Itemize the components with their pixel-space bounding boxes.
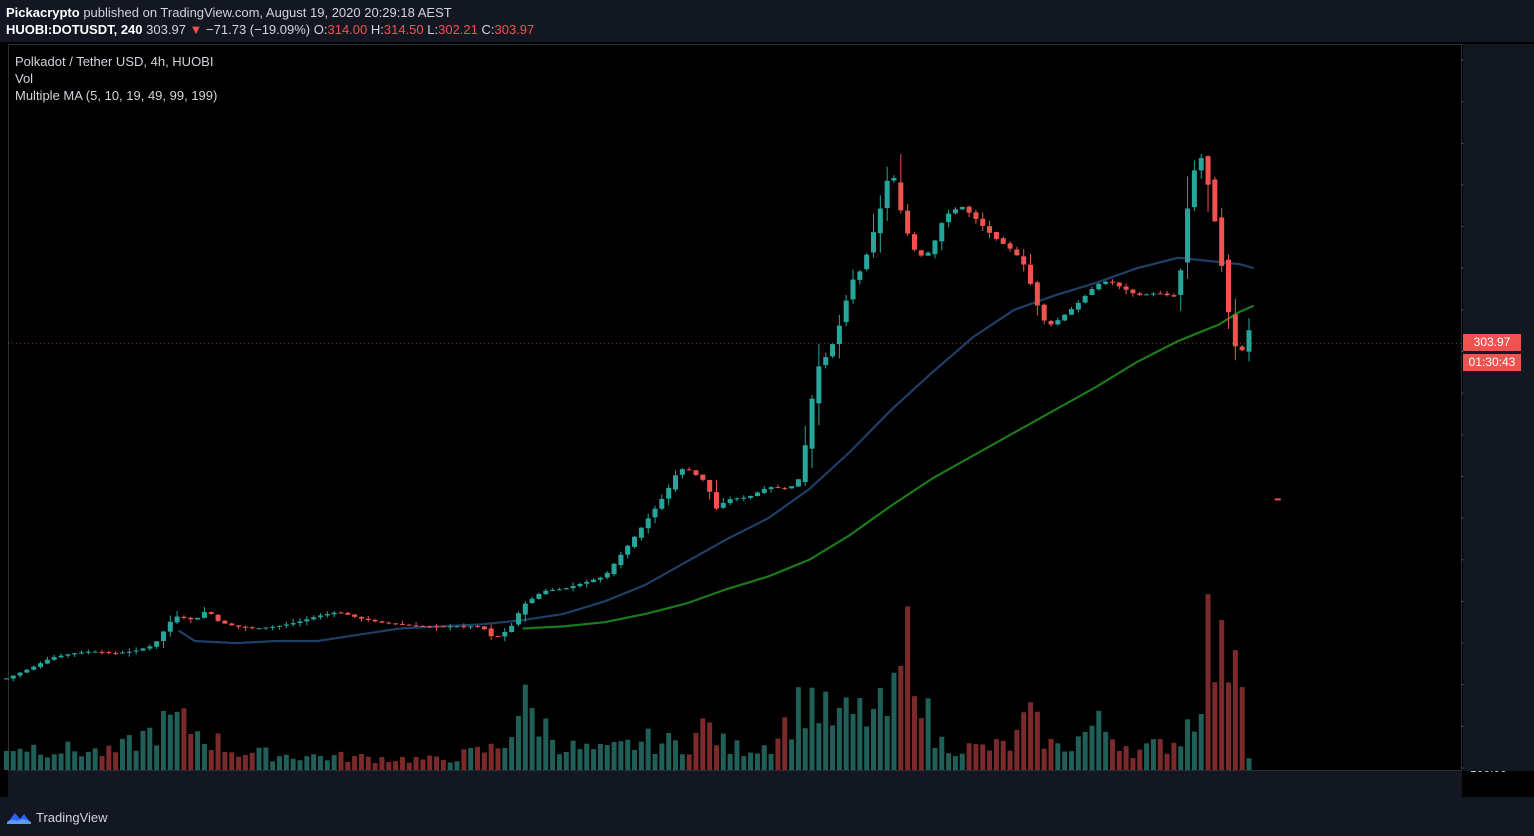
tradingview-cloud-icon <box>7 813 31 824</box>
last-price-badge: 303.97 <box>1463 334 1521 352</box>
bar-countdown-badge: 01:30:43 <box>1463 354 1521 372</box>
time-axis[interactable] <box>8 771 1462 797</box>
low-label: L: <box>427 22 439 37</box>
open-label: O: <box>313 22 328 37</box>
close-value: 303.97 <box>494 22 535 37</box>
published-text: published on TradingView.com, August 19,… <box>83 5 452 20</box>
change-value: −71.73 (−19.09%) <box>206 22 311 37</box>
ohlc-line: HUOBI:DOTUSDT, 240 303.97 ▼ −71.73 (−19.… <box>6 22 534 37</box>
down-arrow-icon: ▼ <box>189 22 203 37</box>
publisher-line: Pickacrypto published on TradingView.com… <box>6 5 452 20</box>
header-bar: Pickacrypto published on TradingView.com… <box>0 0 1534 42</box>
open-value: 314.00 <box>327 22 368 37</box>
chart-legend: Polkadot / Tether USD, 4h, HUOBI Vol Mul… <box>15 53 217 104</box>
publisher-name[interactable]: Pickacrypto <box>6 5 80 20</box>
price-axis[interactable] <box>1463 44 1534 771</box>
tradingview-logo[interactable]: TradingView <box>6 809 108 825</box>
legend-moving-average[interactable]: Multiple MA (5, 10, 19, 49, 99, 199) <box>15 88 218 103</box>
footer-bar <box>0 797 1534 836</box>
chart-pane[interactable] <box>8 44 1462 771</box>
high-label: H: <box>370 22 384 37</box>
high-value: 314.50 <box>383 22 424 37</box>
symbol-label[interactable]: HUOBI:DOTUSDT, 240 <box>6 22 143 37</box>
low-value: 302.21 <box>438 22 478 37</box>
legend-volume[interactable]: Vol <box>15 71 34 86</box>
legend-title[interactable]: Polkadot / Tether USD, 4h, HUOBI <box>15 54 214 69</box>
tradingview-brand: TradingView <box>36 809 108 825</box>
close-label: C: <box>481 22 495 37</box>
last-price: 303.97 <box>146 22 186 37</box>
